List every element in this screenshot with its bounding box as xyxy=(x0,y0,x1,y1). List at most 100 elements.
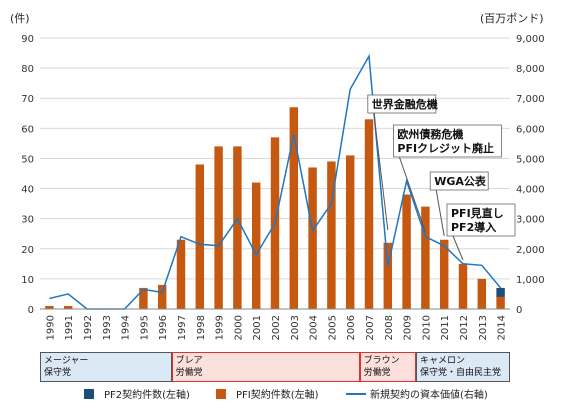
right-tick-label: 3,000 xyxy=(516,215,545,226)
x-axis-ticks: 1990 1991 1992 1993 1994 1995 1996 1997 1998 1999… xyxy=(45,315,507,340)
left-tick-label: 10 xyxy=(21,275,34,286)
bar-pfi xyxy=(195,164,205,309)
right-axis-unit: (百万ポンド) xyxy=(480,12,544,25)
bar-pfi xyxy=(289,107,299,309)
legend: PF2契約件数(左軸) PFI契約件数(左軸) 新規契約の資本価値(右軸) xyxy=(84,388,488,401)
bar-pfi xyxy=(308,167,317,309)
x-tick-label: 1991 xyxy=(64,315,75,340)
bar-pfi xyxy=(327,161,336,309)
bar-pfi xyxy=(458,263,468,309)
era-party: 労働党 xyxy=(175,368,203,378)
x-tick-label: 1999 xyxy=(215,315,226,340)
right-tick-label: 6,000 xyxy=(516,124,545,135)
left-tick-label: 90 xyxy=(21,34,34,45)
era-party: 保守党 xyxy=(44,368,72,378)
era-box: メージャー 保守党 xyxy=(40,352,172,382)
left-tick-label: 0 xyxy=(28,305,34,316)
x-tick-label: 2003 xyxy=(290,315,301,340)
left-tick-label: 40 xyxy=(21,185,34,196)
x-tick-label: 2006 xyxy=(346,315,357,340)
legend-swatch xyxy=(84,389,94,399)
legend-label: PFI契約件数(左軸) xyxy=(236,388,319,401)
bar-pfi xyxy=(439,239,449,309)
legend-label: 新規契約の資本価値(右軸) xyxy=(370,388,488,401)
era-box: ブラウン 労働党 xyxy=(359,352,416,382)
annotation-leader xyxy=(452,235,464,261)
era-leader: メージャー xyxy=(44,356,89,366)
bar-pfi xyxy=(45,305,54,309)
right-tick-label: 4,000 xyxy=(516,185,545,196)
annotation-text: PFI見直し xyxy=(451,206,504,220)
x-tick-label: 1995 xyxy=(139,315,150,340)
bar-pfi xyxy=(496,296,505,309)
right-tick-label: 8,000 xyxy=(516,64,545,75)
x-tick-label: 2011 xyxy=(440,315,451,340)
annotation-text: 世界金融危機 xyxy=(372,97,438,111)
left-tick-label: 70 xyxy=(21,94,34,105)
bar-pfi xyxy=(157,284,167,309)
annotation-box xyxy=(429,171,489,191)
annotation-leader xyxy=(398,156,426,233)
x-tick-label: 2010 xyxy=(421,315,432,340)
bar-pfi xyxy=(421,206,430,309)
left-axis-ticks: 0 10 20 30 40 50 60 70 80 90 xyxy=(21,34,34,316)
bar-pfi xyxy=(233,146,242,309)
annotation-text: PFIクレジット廃止 xyxy=(397,141,494,155)
x-tick-label: 2007 xyxy=(365,315,376,340)
x-tick-label: 1992 xyxy=(83,315,94,340)
x-tick-label: 2012 xyxy=(459,315,470,340)
right-tick-label: 1,000 xyxy=(516,275,545,286)
bar-pfi xyxy=(364,119,374,309)
bar-pfi xyxy=(251,182,261,309)
x-tick-label: 2014 xyxy=(497,315,508,340)
annotation-leader xyxy=(435,189,445,237)
x-tick-label: 1998 xyxy=(196,315,207,340)
era-box: キャメロン 保守党・自由民主党 xyxy=(416,352,510,382)
left-tick-label: 30 xyxy=(21,215,34,226)
bar-pfi xyxy=(63,305,73,309)
bar-pfi xyxy=(345,155,355,309)
x-tick-label: 2000 xyxy=(233,315,244,340)
annotation-callout: WGA公表 xyxy=(429,171,489,237)
bar-pfi xyxy=(383,242,393,309)
right-axis-ticks: 0 1,000 2,000 3,000 4,000 5,000 6,000 7,000 8,00… xyxy=(516,34,545,316)
era-leader: ブラウン xyxy=(363,356,400,366)
left-tick-label: 50 xyxy=(21,154,34,165)
annotation-box xyxy=(392,124,502,158)
x-tick-label: 1990 xyxy=(45,315,56,340)
annotation-text: 欧州債務危機 xyxy=(397,127,463,141)
annotation-text: WGA公表 xyxy=(434,174,487,188)
bar-pfi xyxy=(139,287,148,309)
bar-pfi xyxy=(402,194,411,309)
x-tick-label: 2001 xyxy=(252,315,263,340)
bar-pfi xyxy=(477,278,487,309)
annotation-box xyxy=(446,203,516,237)
right-tick-label: 0 xyxy=(516,305,522,316)
era-party: 労働党 xyxy=(363,368,391,378)
x-tick-label: 2002 xyxy=(271,315,282,340)
x-tick-label: 1997 xyxy=(177,315,188,340)
era-box: ブレア 労働党 xyxy=(171,352,360,382)
era-leader: ブレア xyxy=(175,356,203,366)
annotation-text: PF2導入 xyxy=(451,220,496,234)
legend-label: PF2契約件数(左軸) xyxy=(104,388,190,401)
annotation-box xyxy=(367,94,437,114)
right-tick-label: 9,000 xyxy=(516,34,545,45)
right-tick-label: 5,000 xyxy=(516,154,545,165)
bar-pf2 xyxy=(496,287,505,297)
left-axis-unit: (件) xyxy=(10,12,30,25)
x-tick-label: 1993 xyxy=(102,315,113,340)
x-tick-label: 2013 xyxy=(478,315,489,340)
x-tick-label: 1996 xyxy=(158,315,169,340)
left-tick-label: 20 xyxy=(21,245,34,256)
right-tick-label: 7,000 xyxy=(516,94,545,105)
x-tick-label: 2004 xyxy=(309,315,320,340)
x-tick-label: 2005 xyxy=(327,315,338,340)
era-leader: キャメロン xyxy=(420,356,466,366)
bar-pfi xyxy=(214,146,223,309)
x-tick-label: 2008 xyxy=(384,315,395,340)
